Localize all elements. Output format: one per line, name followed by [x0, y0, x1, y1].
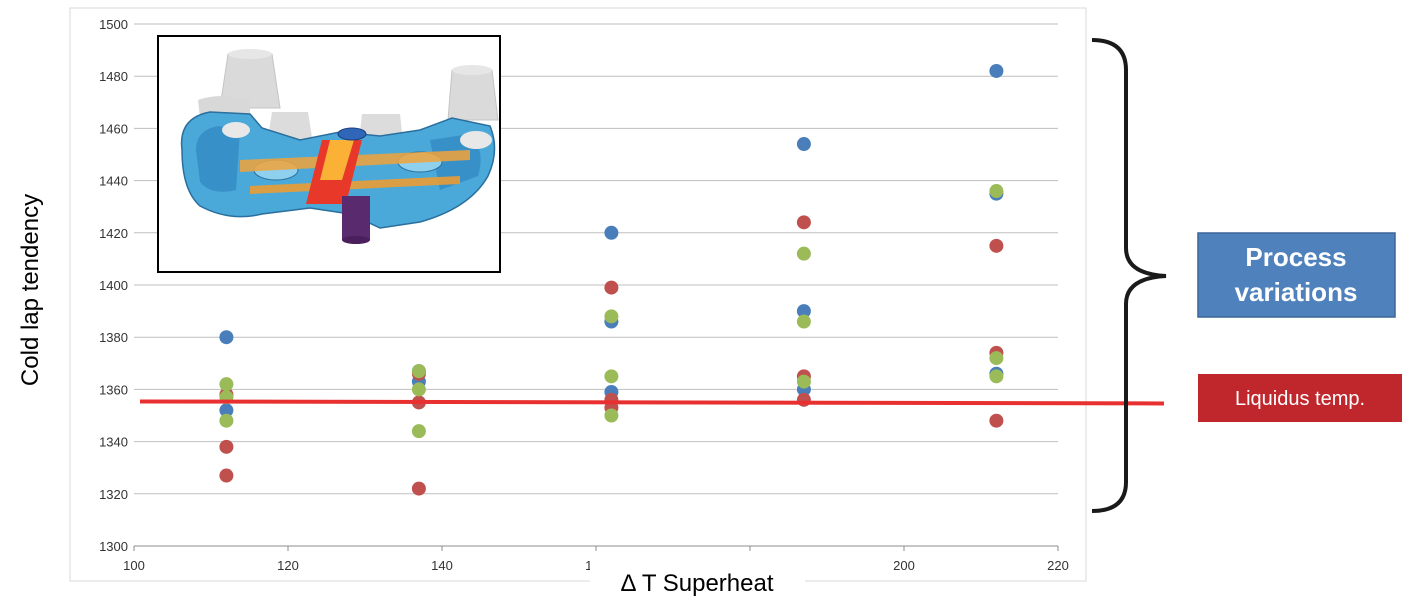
y-tick-label: 1460 [99, 121, 128, 136]
scatter-point-series-2 [411, 481, 426, 496]
scatter-point-series-3 [604, 369, 619, 384]
scatter-point-series-3 [796, 374, 811, 389]
y-tick-label: 1340 [99, 435, 128, 450]
liquidus-reference-line [139, 399, 1165, 406]
x-tick-label: 100 [123, 558, 145, 573]
scatter-point-series-2 [219, 439, 234, 454]
scatter-point-series-2 [989, 238, 1004, 253]
y-tick-labels: 1300 1320 1340 1360 1380 1400 1420 1440 1460 1480… [99, 17, 128, 554]
scatter-point-series-3 [219, 377, 234, 392]
scatter-point-series-3 [411, 364, 426, 379]
inset-casting-graphic [180, 49, 499, 244]
process-variation-brace [1091, 38, 1167, 513]
scatter-point-series-1 [219, 330, 234, 345]
liquidus-temp-label: Liquidus temp. [1235, 388, 1365, 410]
scatter-point-series-3 [411, 382, 426, 397]
y-tick-label: 1480 [99, 69, 128, 84]
x-tick-label: 200 [893, 558, 915, 573]
data-points [219, 63, 1004, 496]
y-axis-title-group: Cold lap tendency [2, 156, 44, 424]
x-axis-title: Δ T Superheat [620, 570, 773, 597]
y-tick-label: 1440 [99, 174, 128, 189]
scatter-point-series-3 [219, 413, 234, 428]
y-tick-label: 1500 [99, 17, 128, 32]
scatter-point-series-3 [796, 246, 811, 261]
scatter-point-series-1 [796, 304, 811, 319]
y-tick-label: 1380 [99, 330, 128, 345]
scatter-point-series-1 [796, 137, 811, 152]
scatter-point-series-1 [219, 403, 234, 418]
scatter-point-series-3 [796, 314, 811, 329]
scatter-point-series-3 [604, 408, 619, 423]
y-tick-label: 1360 [99, 382, 128, 397]
x-tick-label: 140 [431, 558, 453, 573]
scatter-point-series-3 [989, 369, 1004, 384]
scatter-point-series-1 [989, 63, 1004, 78]
x-tick-label: 120 [277, 558, 299, 573]
scatter-point-series-2 [796, 215, 811, 230]
scatter-point-series-2 [604, 280, 619, 295]
scatter-point-series-3 [989, 184, 1004, 199]
x-tick-label: 220 [1047, 558, 1069, 573]
liquidus-temp-box: Liquidus temp. [1198, 374, 1402, 422]
scatter-point-series-2 [219, 468, 234, 483]
x-axis-title-group: Δ T Superheat [590, 560, 805, 598]
inset-image [157, 35, 501, 273]
scatter-point-series-3 [989, 351, 1004, 366]
scatter-point-series-1 [604, 225, 619, 240]
scatter-point-series-3 [411, 424, 426, 439]
process-variations-line-1: Process [1245, 242, 1346, 272]
scatter-point-series-3 [604, 309, 619, 324]
y-tick-label: 1420 [99, 226, 128, 241]
process-variations-line-2: variations [1235, 277, 1358, 307]
y-tick-label: 1400 [99, 278, 128, 293]
y-tick-label: 1300 [99, 539, 128, 554]
process-variations-box: Process variations [1197, 232, 1396, 318]
y-axis-title: Cold lap tendency [17, 194, 44, 386]
y-tick-label: 1320 [99, 487, 128, 502]
scatter-point-series-2 [989, 413, 1004, 428]
